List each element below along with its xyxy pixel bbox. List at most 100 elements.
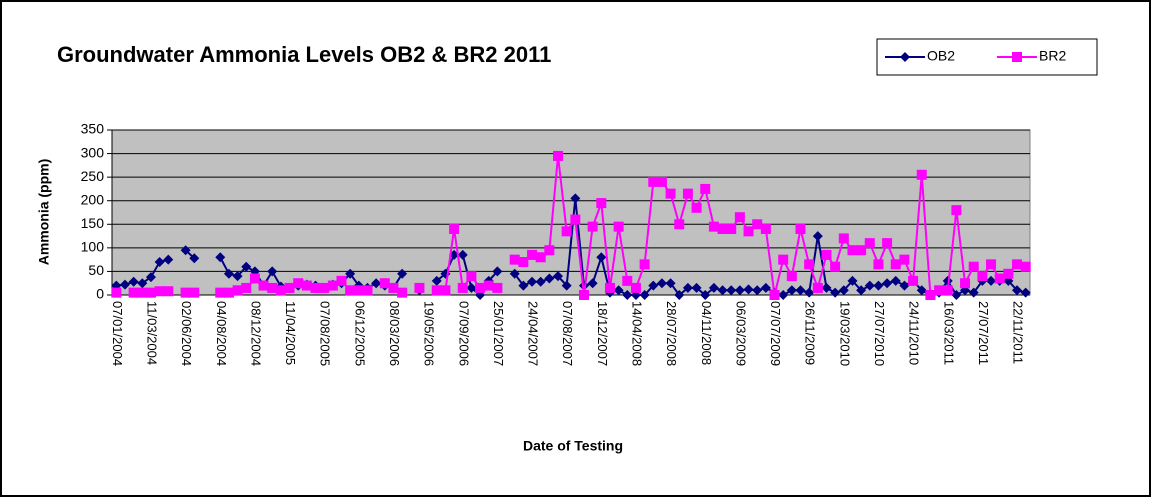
data-point	[570, 193, 581, 204]
data-point	[319, 282, 330, 293]
y-tick-label: 50	[88, 262, 104, 278]
x-tick-label: 25/01/2007	[491, 301, 506, 366]
data-point	[518, 280, 529, 291]
data-point	[232, 271, 243, 282]
data-point	[345, 285, 356, 296]
data-point	[656, 176, 667, 187]
data-point	[189, 287, 200, 298]
data-point	[942, 285, 953, 296]
data-point	[639, 290, 650, 300]
data-point	[561, 280, 572, 291]
data-point	[734, 285, 745, 296]
data-point	[778, 290, 789, 300]
x-tick-label: 19/05/2006	[422, 301, 437, 366]
data-point	[578, 290, 589, 300]
data-point	[111, 287, 122, 298]
data-point	[630, 282, 641, 293]
x-tick-label: 07/01/2004	[110, 301, 125, 366]
data-point	[925, 290, 936, 300]
x-tick-label: 07/07/2009	[768, 301, 783, 366]
legend-marker	[900, 52, 910, 62]
x-tick-label: 07/09/2006	[456, 301, 471, 366]
data-point	[752, 219, 763, 230]
data-point	[1020, 261, 1031, 272]
data-point	[475, 282, 486, 293]
data-point	[397, 268, 408, 279]
data-point	[700, 183, 711, 194]
data-point	[267, 266, 278, 277]
data-point	[457, 282, 468, 293]
data-point	[509, 254, 520, 265]
data-point	[769, 290, 780, 300]
plot-area	[111, 129, 1031, 296]
data-point	[154, 286, 165, 297]
data-point	[163, 254, 174, 265]
data-point	[708, 221, 719, 232]
data-point	[864, 280, 875, 291]
data-point	[812, 231, 823, 242]
data-point	[821, 249, 832, 260]
data-point	[882, 278, 893, 289]
data-point	[760, 282, 771, 293]
x-tick-label: 28/07/2008	[664, 301, 679, 366]
data-point	[708, 282, 719, 293]
y-axis-title: Ammonia (ppm)	[36, 159, 52, 266]
data-point	[977, 271, 988, 282]
x-tick-label: 22/11/2011	[1011, 301, 1026, 364]
data-point	[1012, 285, 1023, 296]
data-point	[908, 275, 919, 286]
data-point	[128, 276, 139, 287]
data-point	[137, 278, 148, 289]
data-point	[830, 261, 841, 272]
data-point	[596, 198, 607, 209]
x-tick-label: 16/03/2011	[941, 301, 956, 365]
x-tick-label: 19/03/2010	[837, 301, 852, 366]
data-point	[717, 285, 728, 296]
data-point	[864, 238, 875, 249]
data-point	[743, 226, 754, 237]
data-point	[838, 233, 849, 244]
data-point	[717, 224, 728, 234]
data-point	[327, 280, 338, 291]
data-point	[622, 290, 633, 300]
data-point	[163, 286, 174, 297]
data-point	[622, 275, 633, 286]
data-point	[570, 214, 581, 225]
data-point	[960, 278, 971, 289]
data-point	[873, 259, 884, 270]
data-point	[215, 252, 226, 263]
data-point	[951, 290, 962, 300]
data-point	[994, 273, 1005, 284]
data-point	[440, 285, 451, 296]
data-point	[674, 219, 685, 230]
data-point	[449, 224, 460, 234]
x-tick-label: 02/06/2004	[179, 301, 194, 366]
data-point	[682, 282, 693, 293]
data-point	[587, 278, 598, 289]
data-point	[968, 287, 979, 298]
data-point	[726, 285, 737, 296]
data-point	[734, 212, 745, 223]
data-point	[336, 275, 347, 286]
data-point	[1012, 259, 1023, 270]
data-point	[665, 188, 676, 199]
data-point	[821, 282, 832, 293]
data-point	[804, 287, 815, 298]
data-point	[388, 282, 399, 293]
data-point	[899, 254, 910, 265]
data-point	[613, 221, 624, 232]
data-point	[934, 285, 945, 296]
y-tick-label: 300	[81, 144, 105, 160]
data-point	[535, 276, 546, 287]
data-point	[553, 150, 564, 161]
x-tick-label: 07/08/2007	[560, 301, 575, 366]
data-point	[119, 279, 130, 290]
data-point	[275, 285, 286, 296]
data-point	[353, 285, 364, 296]
data-point	[830, 287, 841, 298]
data-point	[942, 275, 953, 286]
data-point	[778, 254, 789, 265]
y-tick-label: 250	[81, 168, 105, 184]
x-axis-title: Date of Testing	[523, 438, 623, 454]
data-point	[786, 285, 797, 296]
